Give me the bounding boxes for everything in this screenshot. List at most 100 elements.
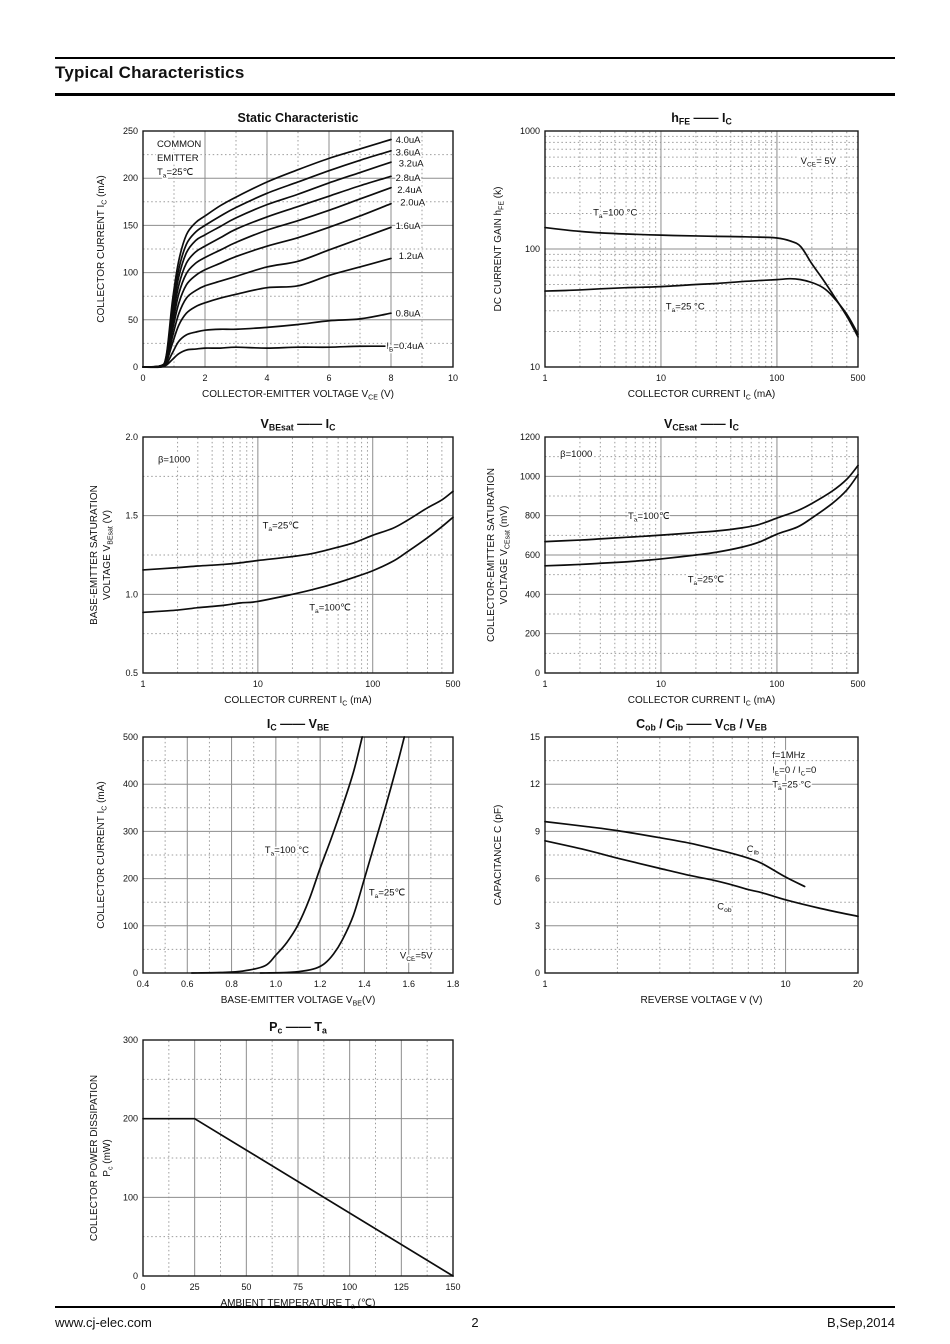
series-Ta=100C: [544, 464, 859, 543]
chart-svg: 0 2 4 6 8 10050100150200250COLLECTOR-EMITTER …: [96, 111, 458, 402]
svg-text:Ta=100℃: Ta=100℃: [309, 602, 351, 615]
svg-text:0.6: 0.6: [181, 979, 194, 989]
svg-text:REVERSE VOLTAGE V (V): REVERSE VOLTAGE V (V): [641, 995, 763, 1006]
chart-svg: 1 10 100 500 0 200 400 600 800 1000 1200 COLLECTOR …: [486, 417, 866, 708]
svg-text:50: 50: [128, 315, 138, 325]
svg-text:100: 100: [769, 373, 784, 383]
svg-text:75: 75: [293, 1282, 303, 1292]
svg-text:Ta=25 °C: Ta=25 °C: [772, 780, 811, 793]
svg-text:200: 200: [123, 874, 138, 884]
svg-text:VCEsat —— IC: VCEsat —— IC: [664, 417, 740, 433]
svg-text:Ta=25℃: Ta=25℃: [369, 887, 406, 900]
svg-text:2.0uA: 2.0uA: [400, 197, 425, 208]
svg-text:AMBIENT TEMPERATURE Ta (℃): AMBIENT TEMPERATURE Ta (℃): [221, 1298, 376, 1311]
svg-text:0: 0: [535, 968, 540, 978]
svg-text:1.5: 1.5: [125, 511, 138, 521]
svg-text:300: 300: [123, 826, 138, 836]
series-Pc: [142, 1117, 454, 1277]
svg-text:3: 3: [535, 921, 540, 931]
svg-text:100: 100: [123, 1192, 138, 1202]
svg-text:Static Characteristic: Static Characteristic: [238, 111, 359, 125]
series-Ta=25C: [142, 490, 454, 571]
svg-text:125: 125: [394, 1282, 409, 1292]
svg-text:0.8: 0.8: [225, 979, 238, 989]
svg-text:0.8uA: 0.8uA: [396, 309, 421, 320]
svg-text:2.8uA: 2.8uA: [396, 173, 421, 184]
svg-text:0.4: 0.4: [137, 979, 150, 989]
svg-text:200: 200: [525, 629, 540, 639]
svg-text:Cob: Cob: [717, 902, 732, 915]
footer-page-number: 2: [471, 1315, 479, 1330]
svg-text:EMITTER: EMITTER: [157, 153, 199, 164]
svg-text:VOLTAGE VCEsat (mV): VOLTAGE VCEsat (mV): [499, 506, 512, 605]
svg-text:250: 250: [123, 126, 138, 136]
svg-text:10: 10: [656, 679, 666, 689]
svg-text:COLLECTOR CURRENT IC (mA): COLLECTOR CURRENT IC (mA): [96, 781, 109, 929]
footer-rule: [55, 1306, 895, 1308]
svg-text:3.6uA: 3.6uA: [396, 147, 421, 158]
svg-text:COLLECTOR-EMITTER SATURATION: COLLECTOR-EMITTER SATURATION: [486, 468, 497, 642]
svg-text:1: 1: [542, 679, 547, 689]
svg-text:10: 10: [781, 979, 791, 989]
svg-text:VCE= 5V: VCE= 5V: [801, 156, 837, 169]
svg-text:500: 500: [445, 679, 460, 689]
svg-text:12: 12: [530, 779, 540, 789]
svg-text:hFE —— IC: hFE —— IC: [671, 111, 732, 127]
svg-text:0: 0: [140, 1282, 145, 1292]
svg-text:50: 50: [241, 1282, 251, 1292]
series-IB=0.8uA: [142, 312, 392, 369]
svg-text:400: 400: [123, 779, 138, 789]
svg-text:0.5: 0.5: [125, 668, 138, 678]
svg-text:2.0: 2.0: [125, 432, 138, 442]
svg-text:150: 150: [445, 1282, 460, 1292]
svg-text:Cob / Cib —— VCB / VEB: Cob / Cib —— VCB / VEB: [636, 717, 767, 733]
svg-text:500: 500: [850, 373, 865, 383]
svg-text:150: 150: [123, 220, 138, 230]
svg-text:1: 1: [140, 679, 145, 689]
svg-text:1.0: 1.0: [270, 979, 283, 989]
svg-text:100: 100: [342, 1282, 357, 1292]
svg-text:Ta=25℃: Ta=25℃: [688, 574, 725, 587]
svg-text:Ta=100 °C: Ta=100 °C: [593, 208, 637, 221]
svg-text:Cib: Cib: [747, 844, 759, 857]
chart-svg: 1 10 20 0 3 6 9 12 15 REVERSE VOLTAGE V (V) CAPACI…: [493, 717, 863, 1006]
svg-text:DC CURRENT GAIN hFE (k): DC CURRENT GAIN hFE (k): [493, 187, 506, 312]
chart-vcesat-vs-ic: 1 10 100 500 0 200 400 600 800 1000 1200 COLLECTOR …: [485, 415, 890, 717]
svg-text:f=1MHz: f=1MHz: [772, 750, 805, 761]
chart-capacitance-vs-reverse-voltage: 1 10 20 0 3 6 9 12 15 REVERSE VOLTAGE V (V) CAPACI…: [485, 715, 890, 1017]
svg-text:Ta=100℃: Ta=100℃: [628, 511, 670, 524]
svg-text:20: 20: [853, 979, 863, 989]
svg-text:500: 500: [123, 732, 138, 742]
svg-text:600: 600: [525, 550, 540, 560]
svg-text:COLLECTOR POWER DISSIPATION: COLLECTOR POWER DISSIPATION: [89, 1075, 100, 1241]
svg-text:10: 10: [656, 373, 666, 383]
svg-text:0: 0: [133, 968, 138, 978]
svg-text:VBEsat —— IC: VBEsat —— IC: [261, 417, 337, 433]
svg-text:IE=0 / IC=0: IE=0 / IC=0: [772, 765, 816, 778]
svg-text:1: 1: [542, 373, 547, 383]
svg-text:1.6uA: 1.6uA: [396, 221, 421, 232]
svg-text:1.0: 1.0: [125, 589, 138, 599]
svg-text:300: 300: [123, 1035, 138, 1045]
svg-text:100: 100: [123, 268, 138, 278]
svg-text:6: 6: [535, 874, 540, 884]
svg-text:200: 200: [123, 173, 138, 183]
svg-text:0: 0: [133, 362, 138, 372]
svg-text:Pc (mW): Pc (mW): [102, 1139, 115, 1176]
footer-website: www.cj-elec.com: [55, 1315, 152, 1330]
svg-text:Ta=25 °C: Ta=25 °C: [666, 301, 705, 314]
svg-text:4.0uA: 4.0uA: [396, 135, 421, 146]
svg-text:1.2uA: 1.2uA: [399, 251, 424, 262]
svg-text:1200: 1200: [520, 432, 540, 442]
svg-text:1.8: 1.8: [447, 979, 460, 989]
svg-text:0: 0: [133, 1271, 138, 1281]
svg-text:800: 800: [525, 511, 540, 521]
header-rule-bottom: [55, 93, 895, 96]
svg-text:2.4uA: 2.4uA: [397, 185, 422, 196]
svg-text:25: 25: [190, 1282, 200, 1292]
footer-revision: B,Sep,2014: [827, 1315, 895, 1330]
svg-text:COLLECTOR CURRENT IC (mA): COLLECTOR CURRENT IC (mA): [96, 175, 109, 323]
series-IB=0.4uA: [142, 345, 392, 368]
